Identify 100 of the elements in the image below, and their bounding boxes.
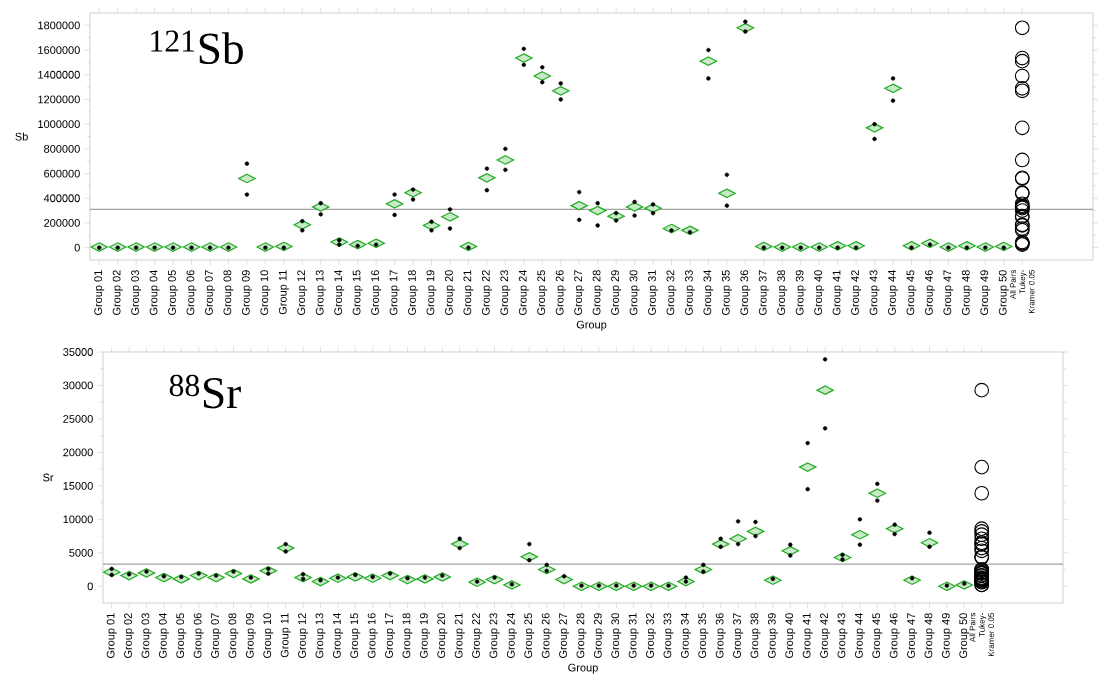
- x-tick-label: Group 03: [131, 270, 142, 316]
- x-tick-label: Group 40: [785, 613, 796, 659]
- x-tick-label: Group 18: [402, 613, 413, 659]
- y-axis-title: Sr: [43, 473, 54, 482]
- x-axis-title: Group: [576, 320, 607, 331]
- x-tick-label: Group 38: [777, 270, 788, 316]
- x-tick-label: Group 32: [646, 613, 657, 659]
- x-tick-label: Group 16: [371, 270, 382, 316]
- x-tick-label: Group 19: [419, 613, 430, 659]
- x-tick-label: Group 24: [518, 270, 529, 316]
- x-tick-label: Group 21: [454, 613, 465, 659]
- y-tick-label: 1600000: [38, 46, 80, 54]
- x-tick-label: Group 14: [332, 613, 343, 659]
- x-tick-label: Group 41: [802, 613, 813, 659]
- x-tick-label: Group 07: [205, 270, 215, 316]
- x-tick-label: Group 12: [298, 613, 309, 659]
- x-tick-label: Group 50: [959, 613, 970, 659]
- x-tick-label: Group 13: [315, 613, 326, 659]
- x-tick-label: Group 10: [263, 613, 274, 659]
- y-tick-label: 200000: [44, 219, 80, 227]
- x-tick-label: Group 16: [367, 613, 378, 659]
- x-tick-label: Group 40: [814, 270, 825, 316]
- y-tick-label: 1800000: [38, 21, 80, 30]
- x-tick-label: Group 47: [907, 613, 918, 659]
- y-tick-label: 1400000: [38, 70, 80, 79]
- x-tick-label: Group 32: [666, 270, 677, 316]
- x-tick-label: Group 19: [426, 270, 437, 316]
- x-tick-label: Group 08: [223, 270, 234, 316]
- x-tick-label: Group 12: [297, 270, 308, 316]
- x-tick-label: Group 35: [721, 270, 732, 316]
- y-tick-label: 30000: [63, 381, 93, 390]
- x-tick-label: Group 11: [280, 613, 291, 658]
- x-tick-label: Group 28: [576, 613, 587, 659]
- y-tick-label: 35000: [63, 348, 93, 356]
- x-tick-label: Group 39: [767, 613, 778, 659]
- x-tick-label: Group 09: [241, 270, 252, 316]
- y-tick-label: 20000: [63, 448, 93, 457]
- x-tick-label: Group 30: [629, 270, 640, 316]
- x-tick-label: Group 36: [740, 270, 751, 316]
- x-tick-label: Group 04: [149, 270, 160, 316]
- x-tick-label: Group 31: [648, 270, 659, 316]
- chart-title: $^{121}$Sb: [151, 30, 243, 65]
- chart-title: $^{88}$Sr: [169, 374, 241, 409]
- y-tick-label: 0: [74, 243, 80, 252]
- x-tick-label: Group 03: [141, 613, 152, 659]
- x-tick-label: Group 25: [537, 270, 548, 316]
- x-tick-label: Group 01: [94, 270, 105, 316]
- x-tick-label: Group 31: [628, 613, 639, 659]
- x-tick-label: Group 28: [592, 270, 603, 316]
- x-tick-label: Group 05: [176, 613, 187, 659]
- x-tick-label: Group 46: [924, 270, 935, 316]
- x-tick-label: Group 43: [869, 270, 880, 316]
- y-tick-label: 1000000: [38, 120, 80, 129]
- x-tick-label: Group 21: [463, 270, 474, 316]
- x-tick-label: Group 48: [924, 613, 935, 659]
- x-tick-label: Group 20: [445, 270, 455, 316]
- x-tick-label: Group 36: [715, 613, 726, 659]
- x-tick-label: Group 23: [489, 613, 500, 659]
- x-tick-label: Group 07: [211, 613, 222, 659]
- x-tick-label: Group 17: [389, 270, 400, 316]
- x-tick-label: Group 20: [437, 613, 448, 659]
- x-tick-label: Group 46: [889, 613, 900, 659]
- x-tick-label: Group 33: [663, 613, 674, 659]
- y-tick-label: 25000: [63, 415, 93, 423]
- x-tick-label: Group 18: [408, 270, 419, 316]
- x-axis-title: Group: [568, 663, 598, 674]
- x-tick-label: Group 06: [193, 613, 204, 659]
- x-tick-label: Group 47: [943, 270, 954, 316]
- x-tick-label: Group 02: [124, 613, 135, 659]
- x-tick-label: Group 42: [820, 613, 831, 659]
- x-tick-label: Group 42: [851, 270, 862, 316]
- y-tick-label: 10000: [63, 515, 93, 524]
- x-tick-label: All Pairs Tukey-Kramer 0.05: [1009, 270, 1035, 314]
- y-tick-label: 800000: [44, 144, 80, 153]
- x-tick-label: Group 01: [106, 613, 117, 659]
- y-tick-label: 15000: [63, 481, 93, 490]
- x-tick-label: Group 39: [795, 270, 806, 316]
- x-tick-label: Group 33: [684, 270, 695, 316]
- x-tick-label: Group 05: [168, 270, 179, 316]
- y-tick-label: 1200000: [38, 95, 80, 104]
- x-tick-label: Group 29: [593, 613, 604, 659]
- y-tick-label: 0: [87, 582, 93, 591]
- x-tick-label: Group 04: [158, 613, 169, 659]
- x-tick-label: Group 27: [574, 270, 585, 316]
- x-tick-label: Group 26: [555, 270, 566, 316]
- x-tick-label: Group 48: [961, 270, 972, 316]
- y-axis-title: Sb: [15, 132, 28, 141]
- x-tick-label: Group 22: [472, 613, 483, 659]
- x-tick-label: Group 29: [611, 270, 622, 316]
- x-tick-label: Group 10: [260, 270, 271, 316]
- x-tick-label: Group 41: [832, 270, 843, 316]
- x-tick-label: Group 49: [980, 270, 991, 316]
- y-tick-label: 600000: [44, 169, 80, 178]
- x-tick-label: Group 25: [524, 613, 535, 659]
- x-tick-label: All Pairs Tukey-Kramer 0.05: [969, 613, 994, 657]
- x-tick-label: Group 24: [506, 613, 517, 659]
- x-tick-label: Group 06: [186, 270, 197, 316]
- x-tick-label: Group 02: [112, 270, 123, 316]
- x-tick-label: Group 35: [698, 613, 709, 659]
- x-tick-label: Group 09: [245, 613, 256, 659]
